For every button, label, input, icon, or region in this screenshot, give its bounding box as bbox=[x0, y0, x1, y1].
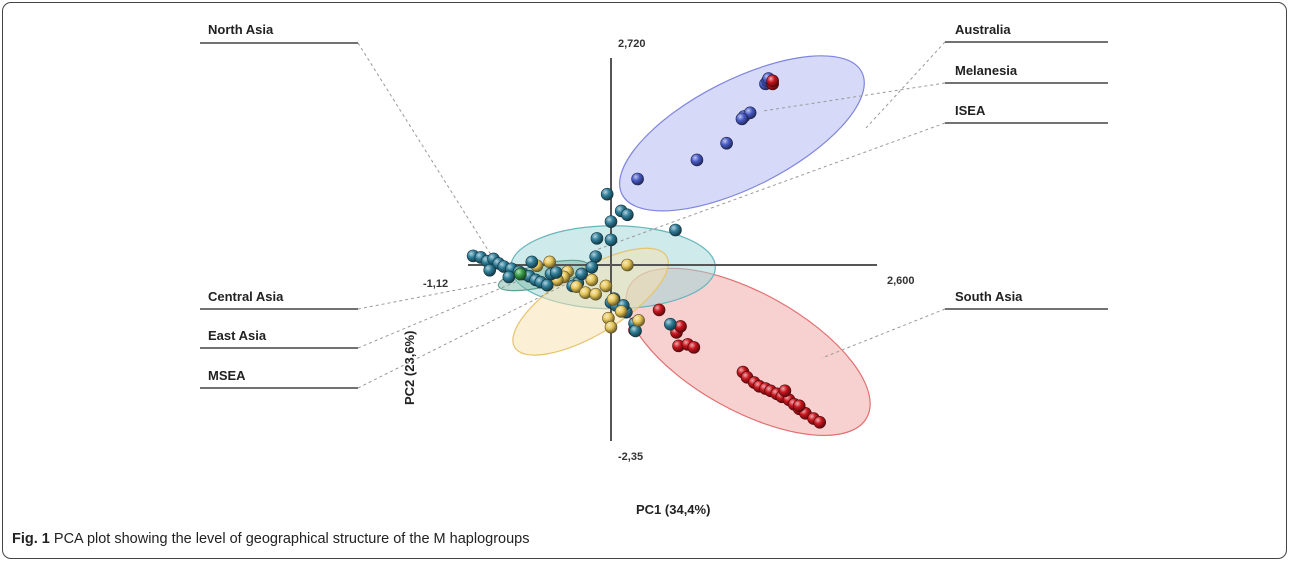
point-south_asia bbox=[687, 341, 701, 354]
point-isea bbox=[604, 215, 618, 228]
leader-line-central-asia bbox=[357, 279, 509, 310]
y-tick-top: 2,720 bbox=[618, 38, 646, 50]
point-south_asia bbox=[813, 415, 827, 429]
y-tick-bottom: -2,35 bbox=[618, 451, 643, 463]
point-isea bbox=[590, 232, 604, 245]
point-isea bbox=[621, 208, 634, 222]
points-layer bbox=[466, 72, 827, 429]
point-south_asia bbox=[652, 303, 666, 317]
point-central_asia bbox=[514, 267, 527, 281]
group-labels-layer: North Asia Central Asia East Asia MSEA A… bbox=[200, 22, 1108, 389]
ellipses-layer bbox=[497, 55, 871, 437]
label-isea: ISEA bbox=[955, 103, 986, 118]
x-tick-left: -1,12 bbox=[423, 278, 448, 290]
label-north-asia: North Asia bbox=[208, 22, 274, 37]
point-msea bbox=[604, 320, 618, 334]
point-australia_melanesia bbox=[720, 136, 733, 150]
label-central-asia: Central Asia bbox=[208, 289, 284, 304]
point-isea bbox=[585, 260, 599, 274]
point-isea bbox=[604, 233, 618, 247]
label-australia: Australia bbox=[955, 22, 1011, 37]
point-isea bbox=[589, 250, 602, 263]
point-msea bbox=[585, 273, 599, 287]
point-msea bbox=[632, 314, 645, 327]
leader-line-north-asia bbox=[357, 42, 494, 259]
axes-layer: 2,720 -2,35 -1,12 2,600 PC1 (34,4%) PC2 … bbox=[402, 38, 915, 517]
point-south_asia bbox=[766, 74, 779, 88]
point-east_asia bbox=[540, 278, 554, 292]
point-isea bbox=[575, 267, 588, 281]
point-msea bbox=[589, 287, 602, 301]
label-msea: MSEA bbox=[208, 368, 246, 383]
point-australia_melanesia bbox=[631, 172, 644, 186]
point-msea bbox=[599, 279, 613, 293]
point-msea bbox=[606, 293, 620, 306]
point-isea bbox=[600, 187, 614, 201]
point-isea bbox=[664, 317, 677, 331]
point-msea bbox=[570, 280, 583, 294]
point-isea bbox=[629, 324, 642, 338]
point-east_asia bbox=[549, 266, 563, 279]
caption-text: PCA plot showing the level of geographic… bbox=[53, 531, 530, 547]
point-msea bbox=[614, 305, 628, 318]
point-isea bbox=[669, 223, 682, 237]
leader-line-south-asia bbox=[821, 308, 946, 359]
label-melanesia: Melanesia bbox=[955, 63, 1018, 78]
point-australia_melanesia bbox=[690, 153, 704, 167]
point-east_asia bbox=[483, 263, 497, 277]
point-msea bbox=[621, 258, 634, 272]
y-axis-title: PC2 (23,6%) bbox=[402, 331, 417, 405]
leader-line-australia bbox=[865, 41, 946, 129]
leader-line-east-asia bbox=[357, 275, 531, 349]
leader-line-isea bbox=[595, 122, 946, 251]
caption-label: Fig. 1 bbox=[12, 531, 50, 547]
point-msea bbox=[543, 255, 557, 269]
ellipse-australia_melanesia bbox=[619, 55, 865, 212]
point-south_asia bbox=[792, 399, 806, 413]
point-east_asia bbox=[502, 270, 516, 284]
x-axis-title: PC1 (34,4%) bbox=[636, 502, 710, 517]
leader-line-melanesia bbox=[762, 82, 946, 112]
figure-caption: Fig. 1 PCA plot showing the level of geo… bbox=[12, 531, 529, 547]
x-tick-right: 2,600 bbox=[887, 275, 915, 287]
label-south-asia: South Asia bbox=[955, 289, 1023, 304]
point-south_asia bbox=[778, 384, 792, 398]
point-australia_melanesia bbox=[735, 112, 749, 126]
leader-lines-layer bbox=[357, 41, 946, 389]
point-east_asia bbox=[525, 255, 539, 269]
label-east-asia: East Asia bbox=[208, 328, 267, 343]
point-south_asia bbox=[674, 320, 687, 333]
